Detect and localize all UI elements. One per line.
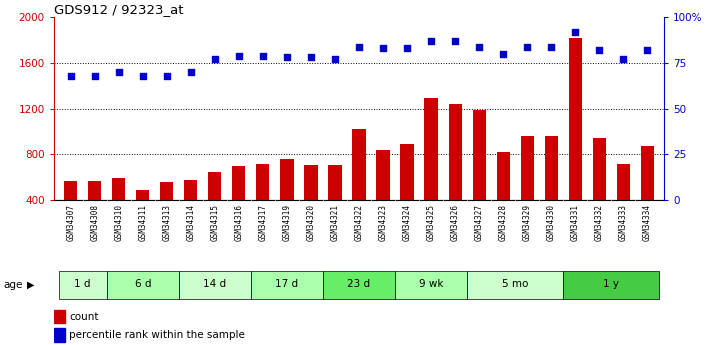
Text: 1 d: 1 d (75, 279, 91, 289)
Point (209, 57, 220, 62)
Text: GSM34314: GSM34314 (186, 204, 195, 240)
Point (233, 53, 245, 58)
Text: GSM34323: GSM34323 (378, 204, 388, 240)
Bar (401, 144, 414, 246)
Text: GSM34319: GSM34319 (282, 204, 292, 240)
Bar (64, 181, 78, 246)
Bar (280, 159, 294, 246)
Bar (136, 190, 149, 246)
Bar (497, 152, 510, 246)
Point (113, 69, 124, 75)
Bar (59, 270, 107, 298)
Bar (640, 146, 654, 246)
Bar (54, 328, 65, 342)
Text: 14 d: 14 d (203, 279, 226, 289)
Point (161, 73, 172, 79)
Text: GSM34316: GSM34316 (234, 204, 243, 240)
Bar (449, 104, 462, 246)
Bar (251, 270, 323, 298)
Point (594, 47, 605, 53)
Text: GDS912 / 92323_at: GDS912 / 92323_at (54, 3, 183, 16)
Text: ▶: ▶ (27, 280, 34, 289)
Bar (304, 165, 317, 246)
Text: GSM34310: GSM34310 (114, 204, 123, 240)
Bar (328, 165, 342, 246)
Text: GSM34317: GSM34317 (258, 204, 267, 240)
Point (401, 46, 413, 51)
Bar (563, 270, 659, 298)
Point (473, 44, 485, 49)
Bar (353, 129, 365, 246)
Point (377, 46, 388, 51)
Bar (467, 270, 563, 298)
Bar (208, 171, 221, 246)
Text: GSM34313: GSM34313 (162, 204, 172, 240)
Point (257, 53, 269, 58)
Bar (88, 181, 101, 246)
Text: 5 mo: 5 mo (502, 279, 528, 289)
Text: age: age (4, 280, 23, 289)
Point (89, 73, 101, 79)
Bar (395, 270, 467, 298)
Text: GSM34308: GSM34308 (90, 204, 99, 240)
Point (330, 57, 341, 62)
Text: GSM34327: GSM34327 (475, 204, 484, 240)
Text: GSM34311: GSM34311 (139, 204, 147, 240)
Point (353, 44, 365, 49)
Text: GSM34322: GSM34322 (355, 204, 363, 240)
Bar (424, 98, 438, 246)
Text: percentile rank within the sample: percentile rank within the sample (69, 330, 245, 340)
Text: GSM34330: GSM34330 (546, 204, 556, 240)
Text: GSM34324: GSM34324 (403, 204, 411, 240)
Text: GSM34307: GSM34307 (66, 204, 75, 240)
Text: count: count (69, 312, 98, 322)
Bar (376, 150, 390, 246)
Bar (107, 270, 179, 298)
Point (617, 57, 629, 62)
Text: GSM34334: GSM34334 (643, 204, 652, 240)
Point (281, 55, 293, 60)
Bar (521, 136, 533, 246)
Text: 23 d: 23 d (348, 279, 370, 289)
Text: GSM34321: GSM34321 (330, 204, 340, 240)
Text: 9 wk: 9 wk (419, 279, 443, 289)
Point (521, 44, 533, 49)
Bar (323, 270, 395, 298)
Point (546, 44, 557, 49)
Point (137, 73, 149, 79)
Text: GSM34328: GSM34328 (499, 204, 508, 240)
Bar (472, 110, 486, 246)
Text: GSM34332: GSM34332 (595, 204, 604, 240)
Point (569, 29, 581, 34)
Text: 1 y: 1 y (603, 279, 620, 289)
Bar (569, 38, 582, 246)
Bar (112, 178, 126, 246)
Text: GSM34326: GSM34326 (451, 204, 460, 240)
Text: GSM34329: GSM34329 (523, 204, 532, 240)
Point (65, 73, 76, 79)
Text: GSM34325: GSM34325 (426, 204, 436, 240)
Text: GSM34333: GSM34333 (619, 204, 628, 240)
Point (425, 38, 437, 44)
Point (449, 38, 461, 44)
Text: GSM34331: GSM34331 (571, 204, 579, 240)
Bar (545, 136, 558, 246)
Bar (160, 182, 173, 246)
Text: GSM34315: GSM34315 (210, 204, 219, 240)
Text: 6 d: 6 d (134, 279, 151, 289)
Text: GSM34320: GSM34320 (307, 204, 315, 240)
Bar (179, 270, 251, 298)
Point (642, 47, 653, 53)
Point (498, 51, 509, 57)
Bar (54, 310, 65, 324)
Bar (592, 138, 606, 246)
Bar (256, 164, 269, 246)
Text: 17 d: 17 d (276, 279, 299, 289)
Point (185, 69, 197, 75)
Point (305, 55, 317, 60)
Bar (185, 179, 197, 246)
Bar (232, 166, 246, 246)
Bar (617, 164, 630, 246)
